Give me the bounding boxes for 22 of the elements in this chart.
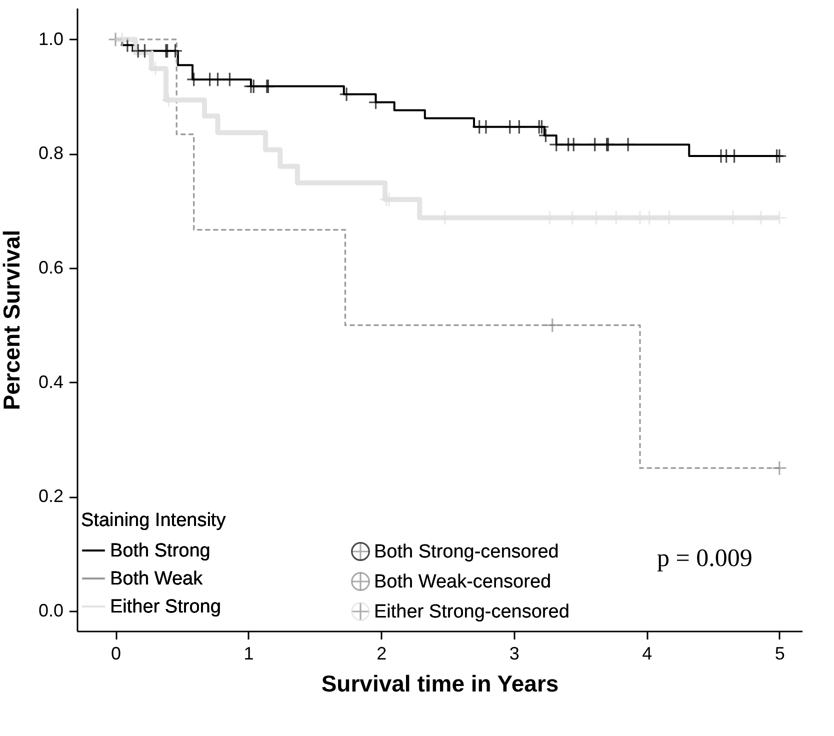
y-tick-label: 1.0 — [38, 28, 64, 49]
y-tick-label: 0.2 — [38, 486, 64, 506]
y-tick-label: 0.0 — [38, 600, 64, 620]
legend-label: Either Strong — [110, 596, 221, 618]
annotation: p = 0.009 — [657, 545, 752, 572]
legend-label: Both Weak-censored — [374, 572, 552, 592]
x-tick-label: 3 — [509, 644, 520, 664]
x-axis-title: Survival time in Years — [321, 670, 559, 696]
x-tick-label: 5 — [774, 644, 785, 664]
legend-label: Both Weak — [110, 568, 204, 590]
x-tick-label: 2 — [376, 644, 387, 664]
x-tick-label: 0 — [111, 644, 122, 664]
x-tick-label: 1 — [244, 644, 254, 664]
legend-label: Either Strong-censored — [374, 602, 570, 622]
legend-label: Both Strong-censored — [374, 542, 559, 562]
legend-title: Staining Intensity — [81, 510, 226, 531]
y-tick-label: 0.4 — [38, 372, 64, 392]
legend-label: Both Strong — [110, 540, 210, 562]
y-axis-title: Percent Survival — [0, 230, 24, 410]
x-tick-label: 4 — [642, 644, 652, 664]
y-tick-label: 0.8 — [38, 143, 64, 164]
y-tick-label: 0.6 — [38, 258, 64, 278]
